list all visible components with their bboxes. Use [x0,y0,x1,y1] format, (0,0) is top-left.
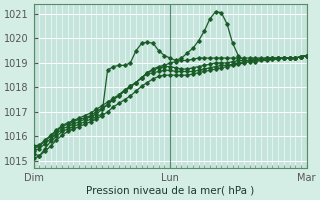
X-axis label: Pression niveau de la mer( hPa ): Pression niveau de la mer( hPa ) [86,186,254,196]
